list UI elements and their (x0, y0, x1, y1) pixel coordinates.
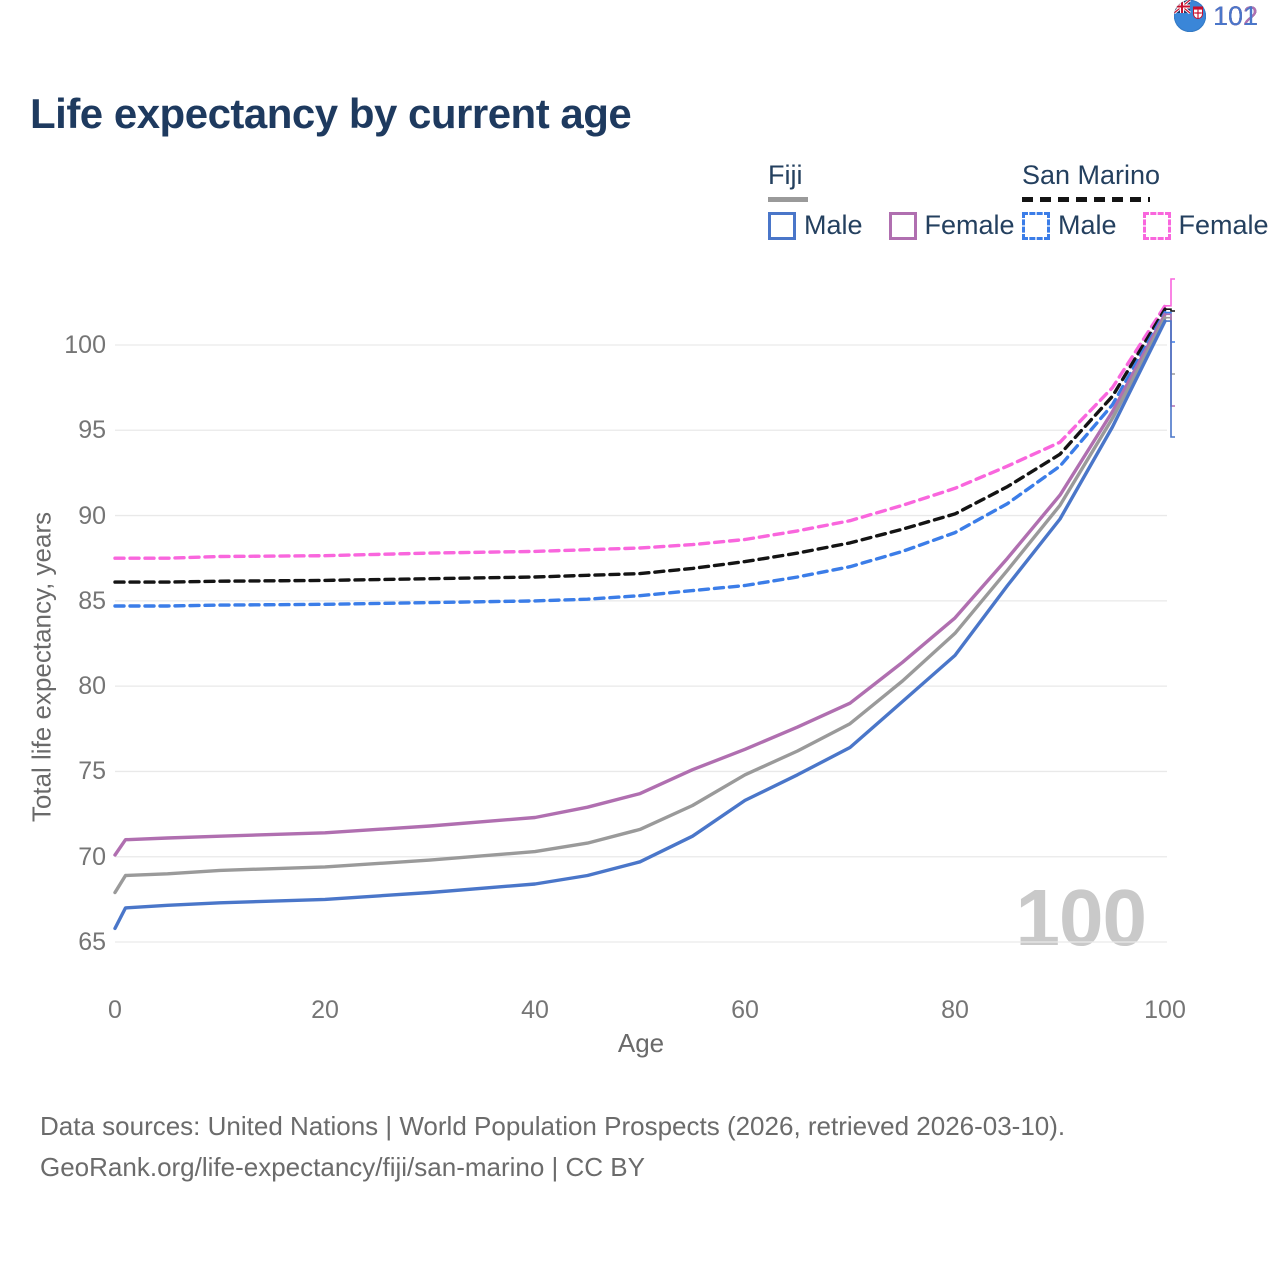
x-tick-label: 100 (1144, 996, 1186, 1024)
fiji-male-swatch (768, 211, 796, 240)
end-label-value: 102 (1213, 0, 1259, 31)
end-label-value: 102 (1213, 0, 1259, 31)
series-line-san-marino-female (113, 304, 1167, 560)
end-label-connector (1165, 316, 1175, 375)
x-tick-label: 80 (941, 996, 969, 1024)
y-tick-label: 90 (78, 501, 106, 530)
x-tick-label: 20 (311, 996, 339, 1024)
end-label-connector (1165, 308, 1175, 312)
legend-group-fiji: Fiji Male Female (768, 160, 1015, 241)
y-tick-label: 95 (78, 416, 106, 445)
legend-item-label: Female (924, 210, 1015, 240)
end-label-connector (1165, 320, 1175, 438)
attribution-line: GeoRank.org/life-expectancy/fiji/san-mar… (40, 1152, 645, 1182)
san-marino-female-swatch (1142, 211, 1171, 240)
legend-item-san-marino-male[interactable]: Male (1022, 210, 1117, 241)
legend-item-fiji-female[interactable]: Female (888, 210, 1015, 241)
page-title: Life expectancy by current age (30, 90, 632, 137)
y-tick-label: 80 (78, 672, 106, 701)
x-axis-title: Age (617, 1028, 665, 1058)
series-line-fiji-total (113, 316, 1167, 895)
y-tick-label: 100 (64, 331, 106, 359)
legend-item-fiji-male[interactable]: Male (768, 210, 863, 241)
legend-item-label: Male (1058, 210, 1117, 240)
legend-group-title: San Marino (1022, 160, 1161, 190)
legend-item-label: Female (1178, 210, 1269, 240)
end-label-connector (1165, 313, 1175, 407)
legend-item-san-marino-female[interactable]: Female (1142, 210, 1269, 241)
end-label-row: 101 (1174, 0, 1258, 32)
end-label-value: 102 (1213, 0, 1259, 31)
legend-group-san-marino: San Marino Male Female (1022, 160, 1269, 241)
series-line-san-marino-total (113, 307, 1167, 584)
legend-item-label: Male (804, 210, 863, 240)
fiji-line-style-sample (768, 197, 808, 202)
series-line-san-marino-male (113, 310, 1167, 608)
source-line: Data sources: United Nations | World Pop… (40, 1111, 1066, 1141)
y-tick-label: 85 (78, 586, 106, 615)
end-label-value: 102 (1213, 0, 1259, 31)
end-label-value: 102 (1213, 0, 1259, 31)
san-marino-male-swatch (1022, 211, 1050, 240)
x-tick-label: 0 (108, 996, 122, 1024)
fiji-female-swatch (888, 211, 917, 240)
fiji-flag-icon (1174, 0, 1206, 32)
end-label-connector (1165, 278, 1175, 307)
series-line-fiji-female (113, 312, 1167, 857)
end-label-value: 101 (1213, 0, 1259, 31)
x-tick-label: 60 (731, 996, 759, 1024)
y-tick-label: 70 (78, 842, 106, 871)
y-tick-label: 75 (78, 757, 106, 786)
legend-group-title: Fiji (768, 160, 803, 190)
y-tick-label: 65 (78, 928, 106, 956)
x-tick-label: 40 (521, 996, 549, 1024)
age-indicator-watermark: 100 (1015, 873, 1147, 962)
series-line-fiji-male (113, 319, 1167, 931)
san-marino-line-style-sample (1022, 197, 1150, 202)
data-source-note: Data sources: United Nations | World Pop… (40, 1106, 1065, 1188)
